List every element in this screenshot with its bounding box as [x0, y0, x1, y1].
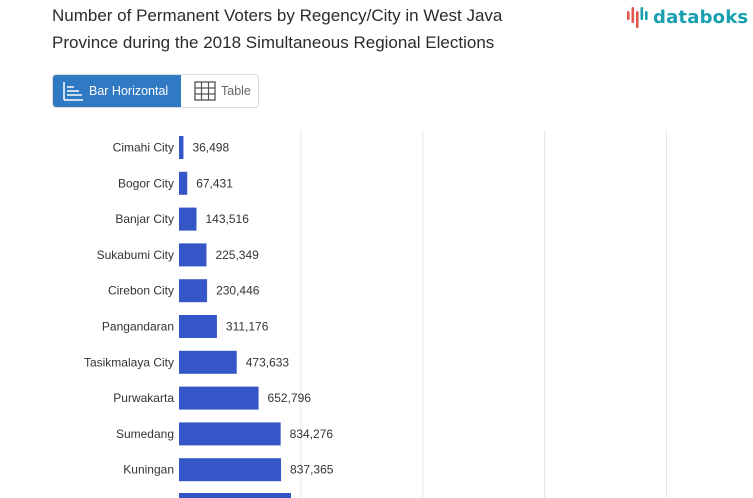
bar[interactable] — [179, 243, 207, 267]
databoks-logo-icon — [627, 7, 648, 28]
value-label: 230,446 — [216, 284, 260, 298]
value-label: 225,349 — [215, 248, 259, 262]
value-label: 473,633 — [246, 355, 290, 369]
chart-title: Number of Permanent Voters by Regency/Ci… — [52, 2, 612, 56]
bar[interactable] — [179, 279, 208, 303]
bar[interactable] — [179, 171, 188, 195]
bar[interactable] — [179, 422, 281, 446]
value-label: 143,516 — [205, 212, 249, 226]
category-label: Bogor City — [118, 176, 174, 190]
value-label: 36,498 — [192, 141, 229, 155]
category-label: Banjar City — [115, 212, 174, 226]
bar-horizontal-button[interactable]: Bar Horizontal — [53, 75, 181, 107]
value-label: 652,796 — [268, 391, 312, 405]
bar-horizontal-label: Bar Horizontal — [89, 84, 169, 98]
category-label: Purwakarta — [113, 391, 174, 405]
databoks-logo[interactable]: databoks — [626, 4, 748, 30]
databoks-logo-text: databoks — [653, 6, 749, 28]
category-label: Cimahi City — [113, 141, 174, 155]
table-label: Table — [221, 84, 251, 98]
category-label: Cirebon City — [108, 284, 174, 298]
category-label: Pangandaran — [102, 320, 174, 334]
category-label: Sukabumi City — [97, 248, 174, 262]
chart-title-line-1: Number of Permanent Voters by Regency/Ci… — [52, 6, 503, 25]
bar[interactable] — [179, 315, 217, 338]
category-label: Sumedang — [116, 427, 174, 441]
bar-horizontal-icon — [62, 81, 84, 101]
chart-view-toggle: Bar Horizontal Table — [52, 74, 259, 108]
bar[interactable] — [179, 136, 184, 159]
value-label: 837,365 — [290, 463, 334, 477]
table-button[interactable]: Table — [181, 75, 258, 107]
chart-title-line-2: Province during the 2018 Simultaneous Re… — [52, 33, 495, 52]
bar-cut-off — [179, 493, 291, 498]
category-label: Tasikmalaya City — [84, 355, 174, 369]
value-label: 67,431 — [196, 176, 233, 190]
bar[interactable] — [179, 458, 282, 482]
bar[interactable] — [179, 207, 197, 231]
value-label: 311,176 — [226, 320, 269, 334]
category-label: Kuningan — [123, 463, 174, 477]
bar[interactable] — [179, 386, 259, 410]
table-grid-icon — [194, 81, 216, 101]
value-label: 834,276 — [290, 427, 334, 441]
bar[interactable] — [179, 350, 237, 374]
